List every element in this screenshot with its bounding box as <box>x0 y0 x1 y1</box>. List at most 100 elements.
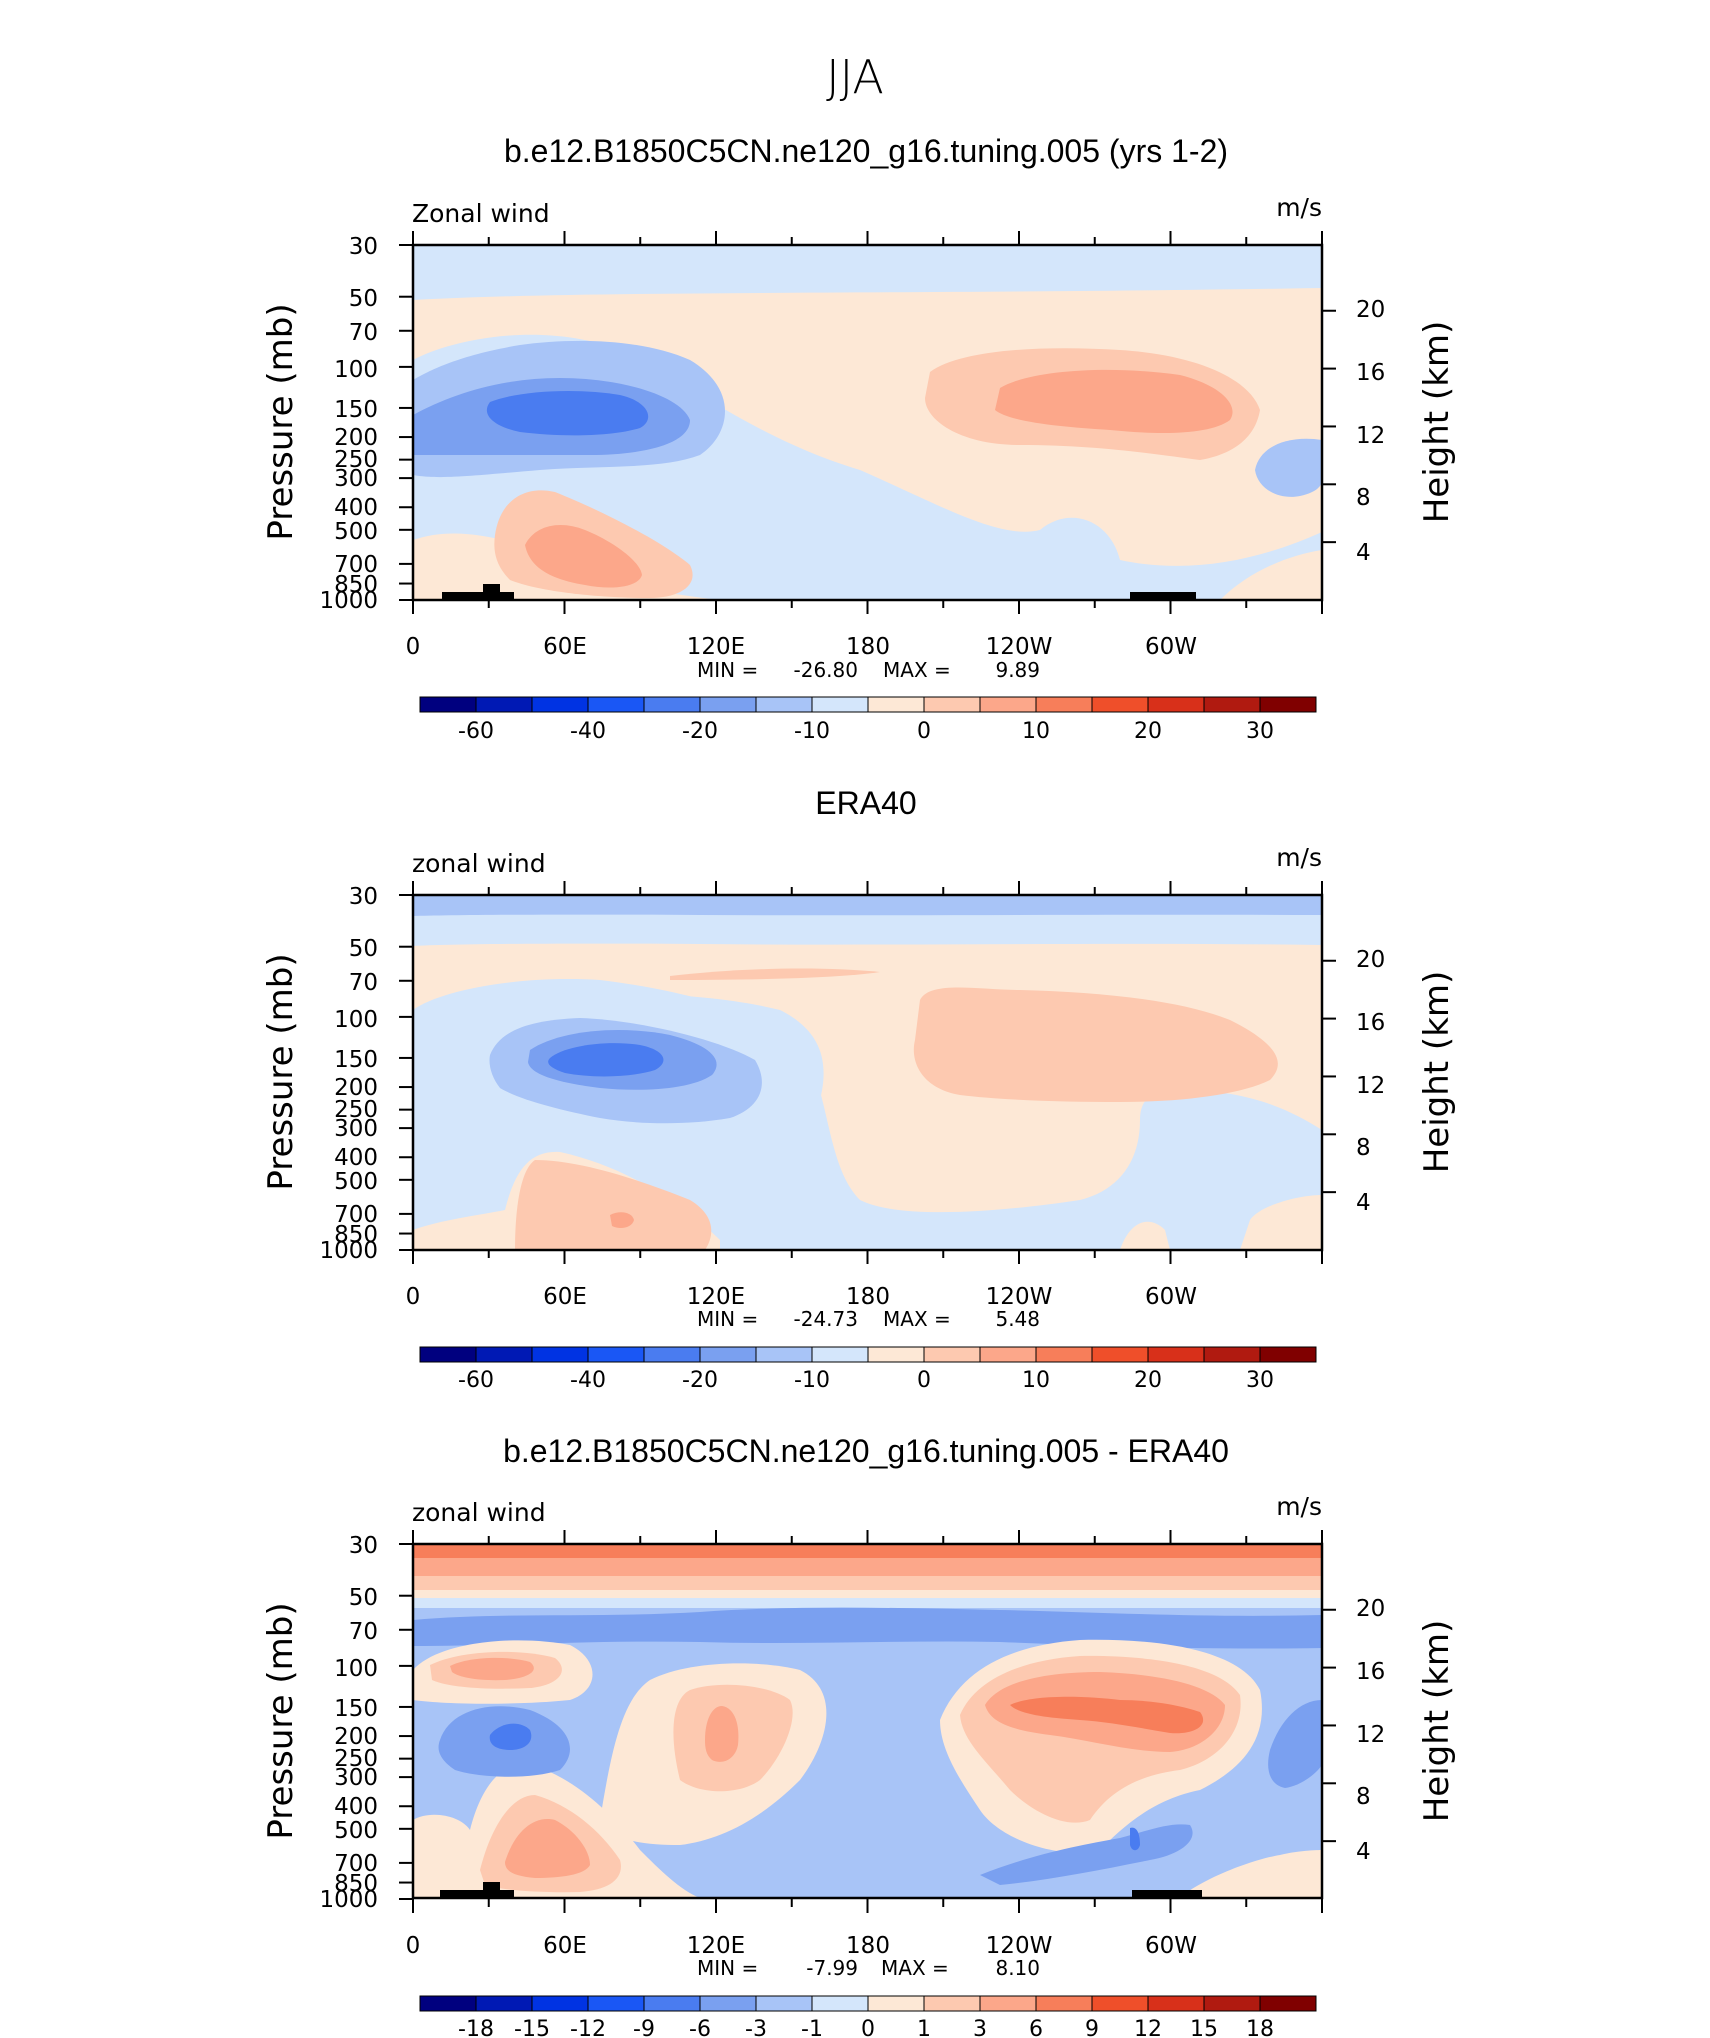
y-axis-right: 20 16 12 8 4 Height (km) <box>1322 947 1457 1216</box>
y-tick-label: 500 <box>334 1818 378 1844</box>
x-tick-label: 60E <box>543 1284 587 1310</box>
x-tick-label: 0 <box>406 1933 421 1959</box>
contour-pos-east <box>1240 1195 1322 1250</box>
colorbar-swatch <box>475 696 533 713</box>
x-tick-label: 0 <box>406 1284 421 1310</box>
colorbar-swatch <box>979 696 1037 713</box>
y-tick-label: 30 <box>349 1533 378 1559</box>
y-tick-label: 700 <box>334 1202 378 1228</box>
colorbar-label: -20 <box>682 719 718 744</box>
colorbar-swatch <box>1091 696 1149 713</box>
colorbar-swatch <box>1147 696 1205 713</box>
y-tick-label: 200 <box>334 1075 378 1101</box>
x-tick-label: 120W <box>986 1933 1053 1959</box>
y-axis-right: 20 16 12 8 4 Height (km) <box>1322 1596 1457 1865</box>
max-label: MAX = <box>881 1956 949 1980</box>
colorbar-swatch <box>1203 1346 1261 1363</box>
y-axis-left: 30 50 70 100 150 200 250 300 400 500 700… <box>261 1533 413 1913</box>
contour-neg-east <box>1268 1700 1322 1788</box>
colorbar-label: -60 <box>458 719 494 744</box>
y-axis-left: 30 50 70 100 150 200 250 300 400 500 700… <box>261 884 413 1264</box>
colorbar-swatch <box>699 1995 757 2012</box>
colorbar-swatch <box>699 1346 757 1363</box>
y-tick-label: 850 <box>334 1222 378 1248</box>
colorbar-swatch <box>811 696 869 713</box>
topography-peak <box>483 584 500 594</box>
y-tick-label: 70 <box>349 1619 378 1645</box>
y-right-tick-label: 20 <box>1356 947 1385 973</box>
colorbar-label: 30 <box>1246 1368 1274 1393</box>
colorbar-swatch <box>923 696 981 713</box>
colorbar-swatch <box>643 1346 701 1363</box>
y-right-tick-label: 20 <box>1356 1596 1385 1622</box>
colorbar-swatch <box>419 696 477 713</box>
y-right-axis-title: Height (km) <box>1417 1620 1457 1823</box>
panel-model: b.e12.B1850C5CN.ne120_g16.tuning.005 (yr… <box>261 133 1457 744</box>
x-axis: 0 60E 120E 180 120W 60W <box>406 881 1323 1310</box>
field-label: zonal wind <box>412 1498 546 1527</box>
colorbar-swatch <box>811 1346 869 1363</box>
colorbar-label: 0 <box>917 1368 931 1393</box>
colorbar-swatch <box>643 696 701 713</box>
x-tick-label: 120E <box>687 1284 745 1310</box>
colorbar-label: 3 <box>973 2017 987 2038</box>
colorbar: -60 -40 -20 -10 0 10 20 30 <box>419 696 1317 744</box>
topography-peak <box>483 1882 500 1892</box>
topography-bar <box>440 1890 514 1898</box>
y-right-tick-label: 8 <box>1356 485 1371 511</box>
contour-pos-somali <box>515 1160 712 1250</box>
contour-band-neg1 <box>413 1598 1322 1608</box>
colorbar-label: -40 <box>570 719 606 744</box>
contour-pos-pacific-core <box>1010 1696 1204 1734</box>
colorbar-label: 0 <box>917 719 931 744</box>
y-right-tick-label: 12 <box>1356 1073 1385 1099</box>
y-tick-label: 300 <box>334 466 378 492</box>
contour-pos-somali-core <box>610 1212 634 1228</box>
colorbar-label: -15 <box>514 2017 550 2038</box>
colorbar-label: 0 <box>861 2017 875 2038</box>
colorbar-swatch <box>1035 696 1093 713</box>
colorbar-label: 30 <box>1246 719 1274 744</box>
contour-pos-pacific-strip <box>670 968 880 980</box>
min-value: -26.80 <box>794 658 858 682</box>
colorbar-label: 10 <box>1022 719 1050 744</box>
colorbar-label: 20 <box>1134 719 1162 744</box>
x-tick-label: 60E <box>543 1933 587 1959</box>
contour-positive-sw <box>1220 550 1322 600</box>
y-right-tick-label: 12 <box>1356 1722 1385 1748</box>
colorbar-swatch <box>587 1346 645 1363</box>
x-tick-label: 0 <box>406 634 421 660</box>
x-tick-label: 120W <box>986 634 1053 660</box>
colorbar-swatch <box>867 696 925 713</box>
y-tick-label: 150 <box>334 1696 378 1722</box>
max-value: 9.89 <box>995 658 1040 682</box>
x-ticks-bottom <box>412 600 1323 614</box>
contour-band-top-6 <box>413 1544 1322 1558</box>
y-tick-label: 250 <box>334 447 378 473</box>
y-tick-label: 50 <box>349 286 378 312</box>
colorbar-label: 20 <box>1134 1368 1162 1393</box>
colorbar-label: -18 <box>458 2017 494 2038</box>
field-label: zonal wind <box>412 849 546 878</box>
colorbar-swatch <box>531 1346 589 1363</box>
colorbar-swatch <box>1035 1995 1093 2012</box>
contour-neg-jet-core <box>548 1043 664 1077</box>
colorbar-swatch <box>531 1995 589 2012</box>
y-right-axis-title: Height (km) <box>1417 321 1457 524</box>
contour-field <box>413 1544 1322 1898</box>
min-label: MIN = <box>697 1307 758 1331</box>
colorbar-swatch <box>1147 1346 1205 1363</box>
colorbar-swatch <box>419 1346 477 1363</box>
y-axis-left: 30 50 70 100 150 200 250 300 400 500 700… <box>261 234 413 614</box>
y-tick-label: 1000 <box>319 588 378 614</box>
colorbar-swatch <box>699 696 757 713</box>
max-label: MAX = <box>883 658 951 682</box>
field-label: Zonal wind <box>412 199 550 228</box>
x-tick-label: 120E <box>687 1933 745 1959</box>
contour-neg-jet-inner <box>486 390 649 436</box>
colorbar-label: -60 <box>458 1368 494 1393</box>
contour-pos-pacific <box>913 987 1278 1102</box>
colorbar-label: -20 <box>682 1368 718 1393</box>
colorbar: -18 -15 -12 -9 -6 -3 -1 0 1 3 6 9 12 15 … <box>419 1995 1317 2038</box>
x-ticks-top <box>412 231 1323 245</box>
